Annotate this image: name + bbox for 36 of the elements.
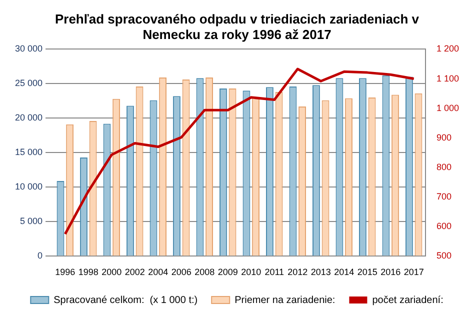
y2-tick-label: 700 [436, 192, 452, 202]
x-tick-label: 2015 [357, 267, 378, 278]
y-tick-label: 20 000 [14, 112, 43, 123]
y-tick-label: 0 [38, 250, 43, 261]
x-tick-label: 1996 [55, 267, 76, 278]
y-tick-label: 15 000 [14, 147, 43, 158]
x-tick-label: 2016 [380, 267, 401, 278]
legend-label: počet zariadení: [372, 294, 444, 306]
y2-tick-label: 900 [436, 132, 452, 142]
x-tick-label: 2002 [124, 267, 145, 278]
x-tick-label: 2008 [194, 267, 215, 278]
x-tick-label: 2014 [334, 267, 354, 278]
y2-tick-label: 500 [436, 250, 452, 261]
x-tick-label: 2012 [288, 267, 308, 278]
legend-label: Spracované celkom: (x 1 000 t:) [54, 294, 198, 306]
x-tick-label: 2011 [264, 267, 284, 278]
x-tick-label: 1998 [78, 267, 98, 278]
y2-tick-label: 1 100 [436, 73, 460, 84]
legend-label: Priemer na zariadenie: [234, 294, 336, 306]
x-tick-label: 2017 [404, 267, 424, 278]
y2-tick-label: 800 [436, 162, 452, 172]
text: Prehľad spracovaného odpadu v triediacich zariadeniach v [54, 11, 420, 26]
y-tick-label: 25 000 [14, 78, 43, 88]
y2-tick-label: 600 [436, 221, 452, 232]
y-tick-label: 10 000 [14, 182, 43, 192]
y2-tick-label: 1 200 [436, 44, 460, 54]
x-tick-label: 2010 [241, 267, 262, 278]
x-tick-label: 2013 [310, 267, 331, 278]
y2-tick-label: 1 000 [436, 102, 460, 113]
x-tick-label: 2000 [102, 267, 122, 278]
y-tick-label: 5 000 [20, 216, 43, 226]
x-tick-label: 2004 [148, 267, 168, 278]
y-tick-label: 30 000 [14, 44, 43, 54]
x-tick-label: 2006 [171, 267, 192, 278]
text: Nemecku za roky 1996 až 2017 [142, 26, 332, 42]
x-tick-label: 2009 [218, 267, 238, 278]
